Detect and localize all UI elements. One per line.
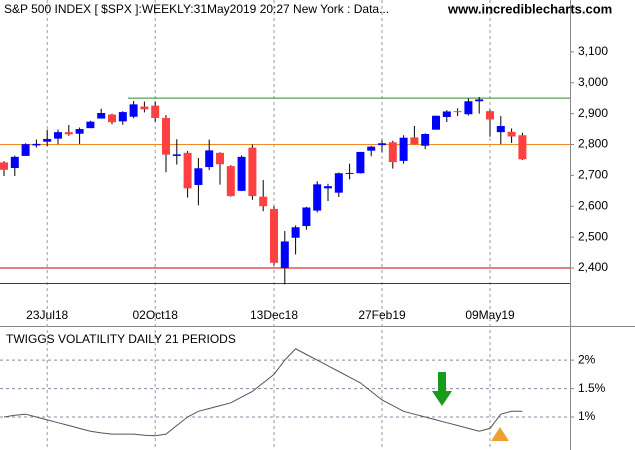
candle-body <box>183 152 192 189</box>
candle-body <box>496 125 505 133</box>
candle-body <box>43 138 52 142</box>
candle-body <box>172 154 181 156</box>
candle-body <box>421 134 430 146</box>
candle-body <box>464 101 473 115</box>
candle-body <box>291 227 300 238</box>
watermark: www.incrediblecharts.com <box>447 1 612 16</box>
candle-body <box>226 166 235 197</box>
x-tick-label: 23Jul18 <box>26 308 68 322</box>
candle-body <box>334 173 343 193</box>
candle-body <box>10 156 19 168</box>
candle-body <box>388 142 397 163</box>
candle-body <box>270 209 278 263</box>
candle-body <box>507 131 516 137</box>
y-tick-label: 1% <box>578 409 596 423</box>
x-tick-label: 27Feb19 <box>358 308 406 322</box>
y-tick-label: 2% <box>578 352 596 366</box>
signal-triangle <box>491 427 509 441</box>
candle-body <box>0 162 8 170</box>
candle-body <box>280 241 289 269</box>
y-tick-label: 3,100 <box>578 44 608 58</box>
signal-arrow <box>432 372 452 406</box>
candle-body <box>108 114 116 123</box>
candle-body <box>313 184 322 211</box>
chart-title: S&P 500 INDEX [ $SPX ]:WEEKLY:31May2019 … <box>4 2 389 16</box>
candle-body <box>432 115 440 130</box>
y-tick-label: 2,900 <box>578 106 608 120</box>
candle-body <box>367 146 376 151</box>
candle-body <box>32 143 41 146</box>
x-tick-label: 02Oct18 <box>133 308 179 322</box>
volatility-line <box>3 348 523 437</box>
candle-body <box>442 111 451 118</box>
y-tick-label: 2,800 <box>578 137 608 151</box>
plot-layer: 2,400 2,500 2,600 2,700 2,800 2,900 3,000 3,100… <box>0 0 608 450</box>
candle-body <box>75 129 84 134</box>
candle-body <box>399 137 408 161</box>
candle-body <box>237 156 246 191</box>
y-tick-label: 2,600 <box>578 198 608 212</box>
y-tick-label: 2,700 <box>578 168 608 182</box>
candle-body <box>54 132 62 139</box>
y-tick-label: 2,500 <box>578 229 608 243</box>
candle-body <box>324 186 332 189</box>
candle-body <box>118 112 127 122</box>
candle-body <box>97 113 106 119</box>
candle-body <box>302 207 311 227</box>
candle-body <box>151 105 160 118</box>
panel-title: TWIGGS VOLATILITY DAILY 21 PERIODS <box>6 332 236 346</box>
candle-body <box>345 172 354 174</box>
candle-body <box>21 144 30 156</box>
candle-body <box>86 121 95 129</box>
x-tick-label: 13Dec18 <box>250 308 298 322</box>
candle-body <box>378 143 386 146</box>
candle-body <box>410 137 419 145</box>
arrow-head <box>432 391 452 406</box>
arrow-shaft <box>438 372 446 392</box>
candle-body <box>518 135 527 160</box>
candle-body <box>259 196 268 207</box>
x-tick-label: 09May19 <box>465 308 515 322</box>
candle-body <box>248 147 257 197</box>
candle-body <box>129 104 138 117</box>
candle-body <box>453 111 462 113</box>
candle-body <box>356 151 365 174</box>
candle-body <box>194 168 203 185</box>
candle-body <box>64 132 73 135</box>
candle-body <box>162 117 170 155</box>
candle-body <box>475 99 484 102</box>
y-tick-label: 3,000 <box>578 75 608 89</box>
candle-body <box>140 106 149 110</box>
candle-body <box>216 152 224 165</box>
y-tick-label: 1.5% <box>578 381 606 395</box>
y-tick-label: 2,400 <box>578 260 608 274</box>
candle-body <box>205 150 214 168</box>
candle-body <box>486 111 494 120</box>
